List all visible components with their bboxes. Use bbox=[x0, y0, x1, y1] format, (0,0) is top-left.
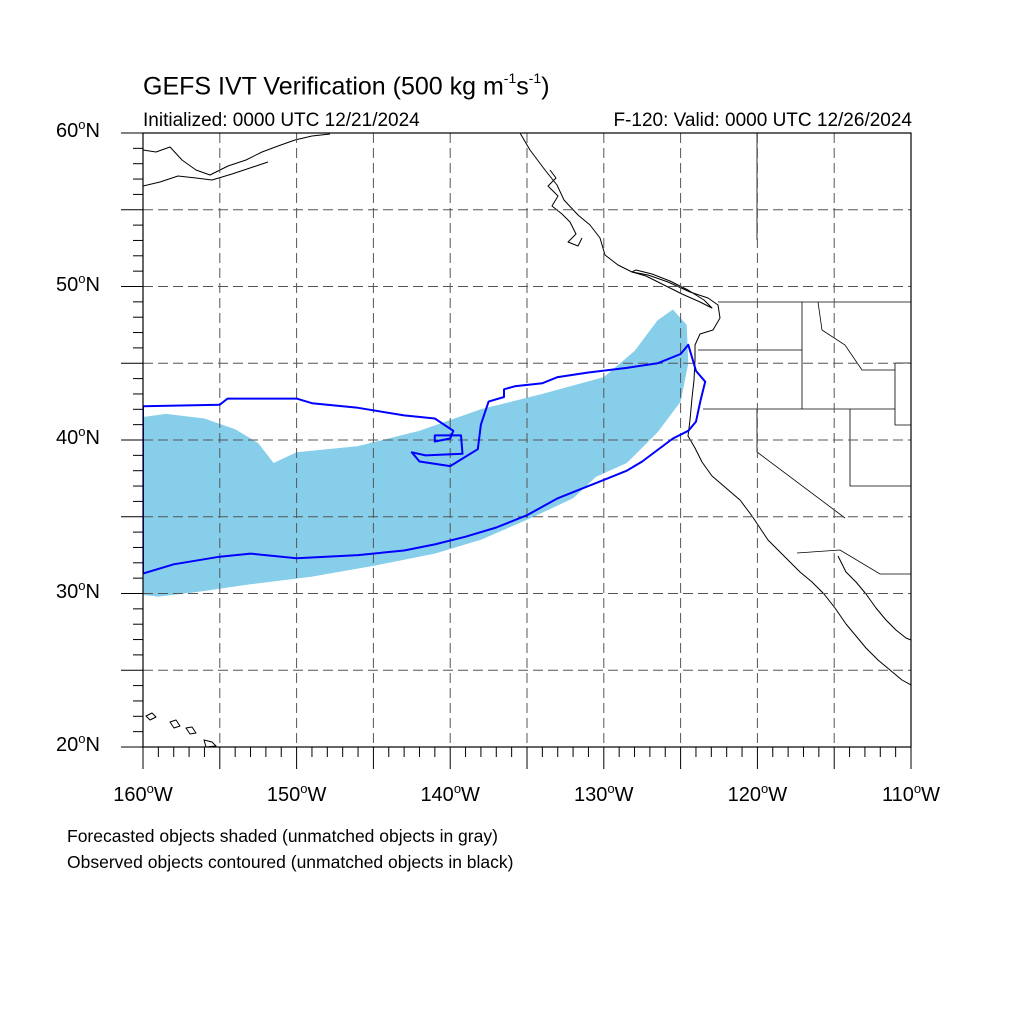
us-mexico-border bbox=[796, 549, 911, 575]
observed-object-contour bbox=[143, 343, 707, 575]
baja-peninsula-gulf-coast bbox=[837, 555, 911, 641]
southeast-alaska-islands bbox=[547, 169, 583, 247]
alaska-coastline-south bbox=[143, 161, 269, 187]
alaska-coastline bbox=[143, 133, 331, 176]
legend-forecast-note: Forecasted objects shaded (unmatched obj… bbox=[67, 826, 498, 846]
lat-lon-gridlines bbox=[143, 133, 911, 747]
lat-label-40N: 40oN bbox=[56, 424, 100, 449]
lat-label-20N: 20oN bbox=[56, 731, 100, 756]
map-title: GEFS IVT Verification (500 kg m-1s-1) bbox=[143, 70, 550, 101]
lon-label-140W: 140oW bbox=[420, 781, 480, 806]
vancouver-island bbox=[631, 269, 713, 309]
lon-label-110W: 110oW bbox=[881, 781, 941, 806]
hawaii-island-4 bbox=[203, 739, 217, 747]
legend-observed-note: Observed objects contoured (unmatched ob… bbox=[67, 852, 514, 872]
hawaii-island-3 bbox=[185, 726, 197, 735]
utah-border bbox=[849, 409, 911, 487]
hawaii-island-1 bbox=[145, 712, 157, 721]
north-america-coastline bbox=[519, 133, 911, 686]
lat-label-50N: 50oN bbox=[56, 270, 100, 296]
axis-ticks bbox=[121, 132, 912, 769]
lon-label-120W: 120oW bbox=[727, 781, 788, 806]
nevada-border bbox=[756, 409, 846, 519]
initialized-time: Initialized: 0000 UTC 12/21/2024 bbox=[143, 110, 420, 131]
lon-label-130W: 130oW bbox=[574, 781, 634, 806]
coastlines bbox=[143, 133, 911, 747]
valid-time: F-120: Valid: 0000 UTC 12/26/2024 bbox=[613, 110, 912, 131]
montana-border bbox=[817, 301, 895, 371]
political-borders bbox=[698, 133, 911, 575]
wyoming-border bbox=[894, 362, 911, 426]
lon-label-160W: 160oW bbox=[113, 781, 173, 806]
lat-label-60N: 60oN bbox=[56, 117, 100, 142]
lat-label-30N: 30oN bbox=[56, 577, 100, 603]
lon-label-150W: 150oW bbox=[266, 781, 327, 806]
hawaii-island-2 bbox=[169, 719, 181, 729]
